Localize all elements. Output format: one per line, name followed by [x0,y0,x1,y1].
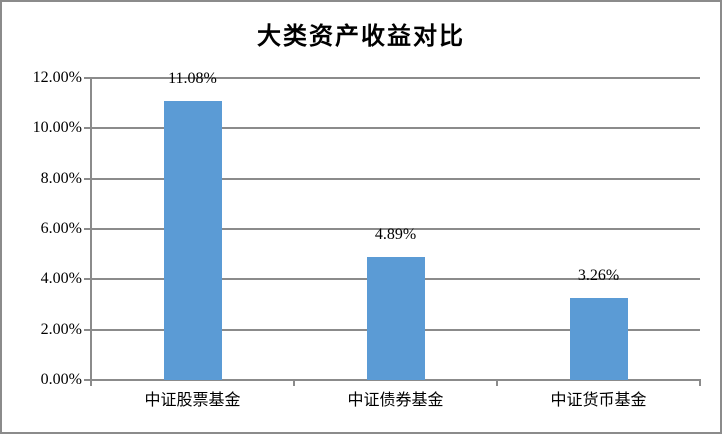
y-axis-tick [84,379,91,381]
y-axis-tick [84,127,91,130]
y-axis-tick-label: 2.00% [40,320,82,338]
y-axis-tick [84,177,91,180]
y-axis-tick-label: 10.00% [32,119,82,137]
y-axis-tick-label: 0.00% [40,371,82,388]
gridline [91,127,700,130]
bar-data-label: 4.89% [374,225,417,243]
x-axis-category-label: 中证货币基金 [550,392,647,409]
y-axis-line [90,78,92,380]
y-axis-tick-label: 8.00% [40,169,82,187]
y-axis-tick-label: 6.00% [40,220,82,237]
x-axis-category-label: 中证债券基金 [347,392,444,409]
y-axis-tick [84,77,91,79]
gridline [91,177,700,180]
chart-title: 大类资产收益对比 [257,24,465,50]
gridline [91,228,700,230]
y-axis-tick [84,328,91,331]
x-axis-tick [496,379,498,386]
x-axis-tick [293,379,295,386]
bar [163,101,222,380]
gridline [91,77,700,79]
x-axis-line [91,379,701,381]
y-axis-tick-label: 4.00% [40,270,82,288]
x-axis-tick [699,379,701,386]
x-axis-tick [90,379,92,386]
y-axis-tick [84,228,91,230]
bar [569,297,628,380]
bar-data-label: 11.08% [168,70,217,88]
bar-data-label: 3.26% [577,266,620,284]
x-axis-category-label: 中证股票基金 [144,392,241,409]
y-axis-tick [84,278,91,281]
bar [366,256,425,380]
y-axis-tick-label: 12.00% [32,69,82,86]
